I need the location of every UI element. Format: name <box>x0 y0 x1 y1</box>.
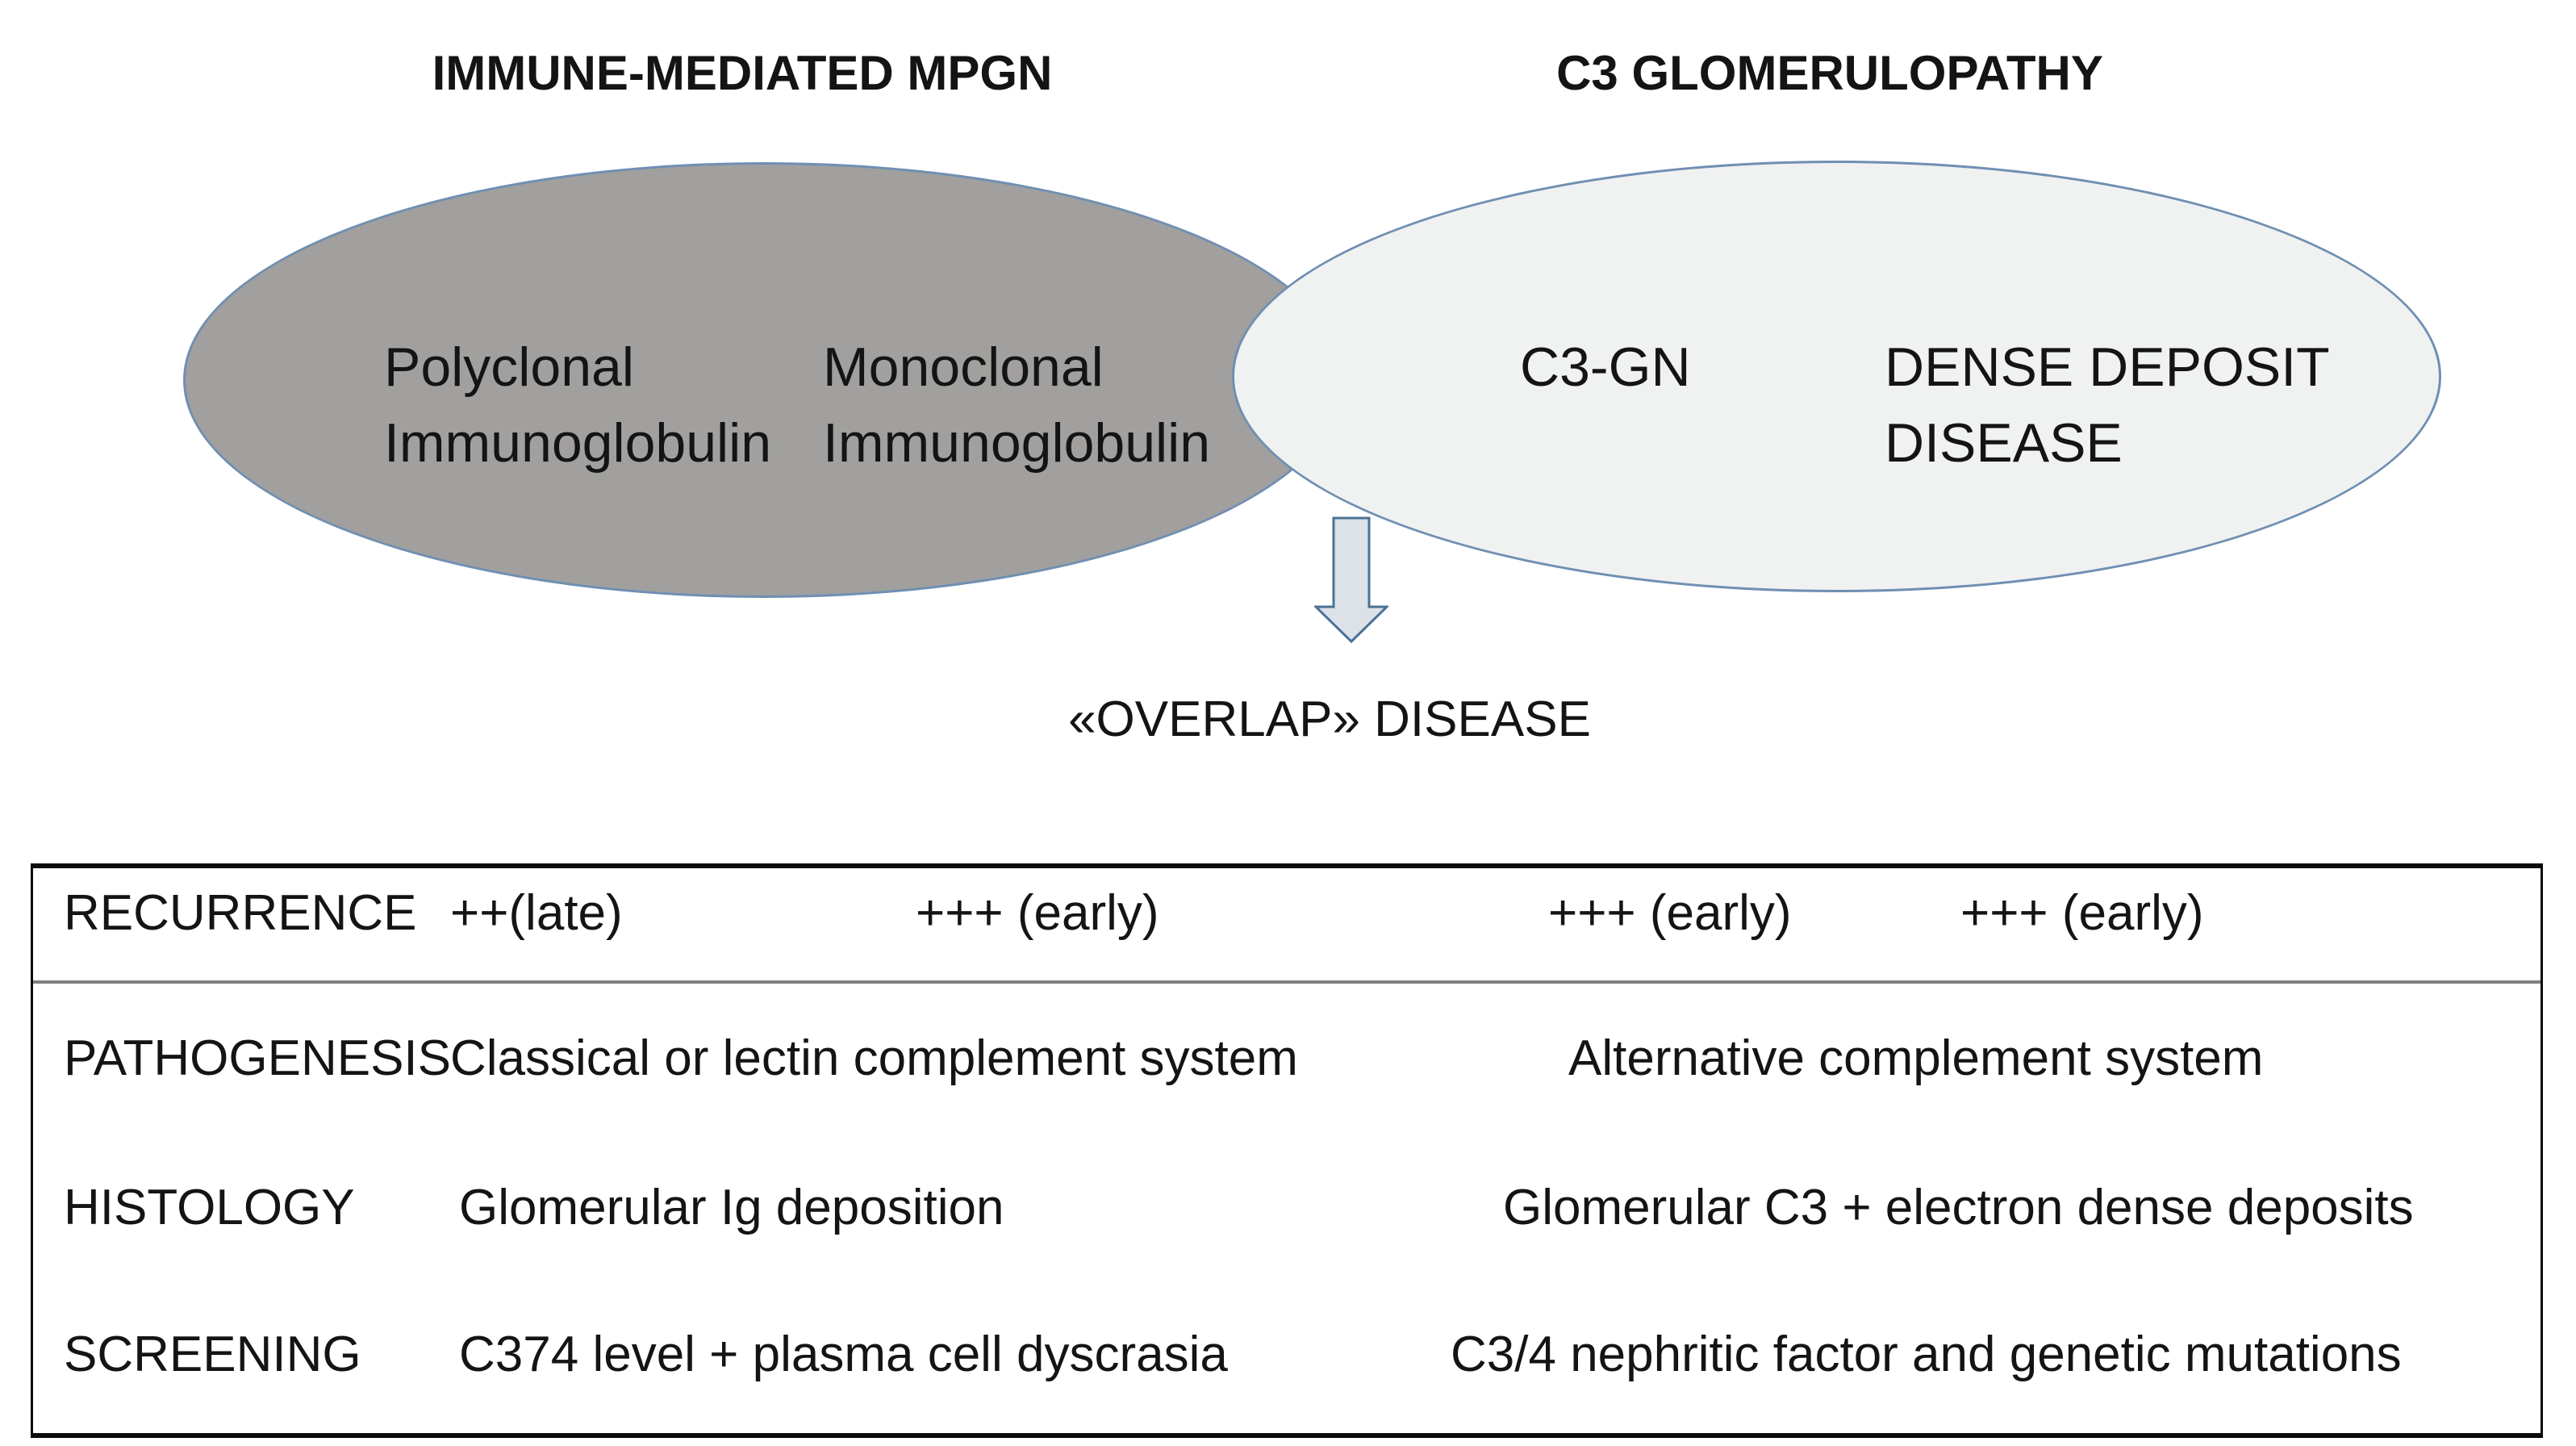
ddd-line1: DENSE DEPOSIT <box>1885 336 2330 398</box>
row-label-recurrence: RECURRENCE <box>64 885 417 941</box>
recurrence-value-4: +++ (early) <box>1960 885 2204 941</box>
c3-glomerulopathy-ellipse <box>1232 161 2441 592</box>
histology-left-value: Glomerular Ig deposition <box>459 1180 1004 1235</box>
ddd-line2: DISEASE <box>1885 412 2123 474</box>
pathogenesis-right-value: Alternative complement system <box>1568 1030 2264 1086</box>
histology-right-value: Glomerular C3 + electron dense deposits <box>1503 1180 2414 1235</box>
monoclonal-line2: Immunoglobulin <box>823 412 1211 474</box>
row-label-pathogenesis: PATHOGENESIS <box>64 1030 452 1086</box>
left-group-title: IMMUNE-MEDIATED MPGN <box>432 46 1053 100</box>
comparison-table: RECURRENCE ++(late) +++ (early) +++ (ear… <box>31 863 2543 1438</box>
immune-mediated-mpgn-ellipse <box>183 162 1345 598</box>
monoclonal-immunoglobulin-label: Monoclonal Immunoglobulin <box>823 329 1210 481</box>
pathogenesis-left-value: Classical or lectin complement system <box>450 1030 1298 1086</box>
overlap-disease-label: «OVERLAP» DISEASE <box>1068 692 1591 747</box>
monoclonal-line1: Monoclonal <box>823 336 1104 398</box>
screening-right-value: C3/4 nephritic factor and genetic mutati… <box>1451 1327 2402 1382</box>
dense-deposit-disease-label: DENSE DEPOSIT DISEASE <box>1885 329 2330 481</box>
right-group-title: C3 GLOMERULOPATHY <box>1556 46 2103 100</box>
c3-gn-label: C3-GN <box>1520 329 1691 405</box>
row-label-screening: SCREENING <box>64 1327 361 1382</box>
table-row-divider <box>33 980 2541 984</box>
recurrence-value-2: +++ (early) <box>916 885 1159 941</box>
c3-gn-line1: C3-GN <box>1520 336 1691 398</box>
polyclonal-line2: Immunoglobulin <box>384 412 772 474</box>
polyclonal-line1: Polyclonal <box>384 336 634 398</box>
down-arrow-icon <box>1314 516 1388 644</box>
row-label-histology: HISTOLOGY <box>64 1180 355 1235</box>
recurrence-value-3: +++ (early) <box>1548 885 1792 941</box>
screening-left-value: C374 level + plasma cell dyscrasia <box>459 1327 1228 1382</box>
polyclonal-immunoglobulin-label: Polyclonal Immunoglobulin <box>384 329 771 481</box>
recurrence-value-1: ++(late) <box>450 885 623 941</box>
